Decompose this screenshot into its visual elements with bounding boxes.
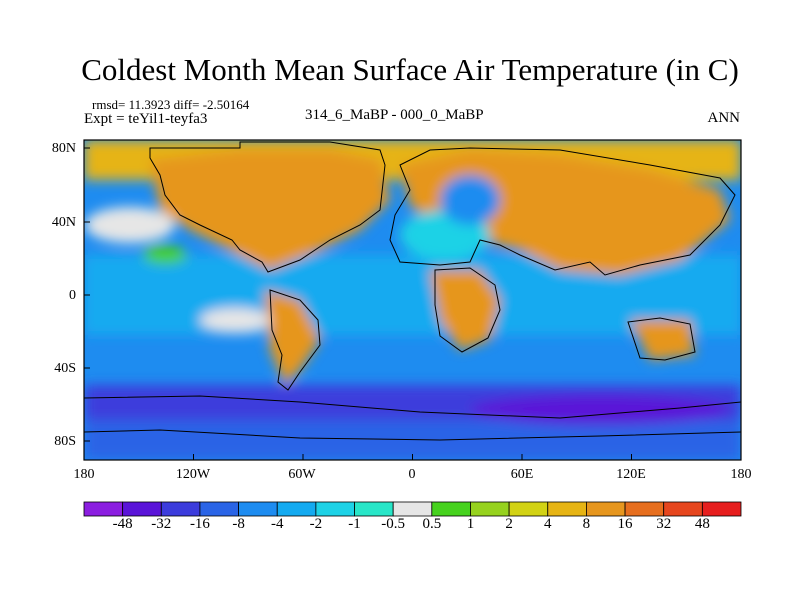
colorbar-swatch bbox=[354, 501, 394, 517]
colorbar-swatch bbox=[701, 501, 742, 517]
map-field bbox=[84, 140, 741, 460]
pale-patch-tropics bbox=[200, 308, 270, 332]
colorbar-swatch bbox=[431, 501, 471, 517]
lat-label-0: 0 bbox=[69, 288, 76, 303]
season-label: ANN bbox=[707, 110, 741, 126]
lat-label-80s: 80S bbox=[54, 434, 76, 449]
stats-label: rmsd= 11.3923 diff= -2.50164 bbox=[92, 97, 250, 112]
lat-label-80n: 80N bbox=[51, 141, 76, 156]
colorbar-swatch bbox=[586, 501, 626, 517]
colorbar-label: -16 bbox=[189, 516, 210, 532]
colorbar bbox=[83, 501, 742, 517]
colorbar-swatch bbox=[160, 501, 201, 517]
inland-sea-blue bbox=[440, 175, 500, 225]
colorbar-swatch bbox=[315, 501, 355, 517]
south-landmass-east bbox=[630, 320, 695, 360]
map-title: Coldest Month Mean Surface Air Temperatu… bbox=[81, 52, 739, 87]
lon-label-120e: 120E bbox=[616, 467, 646, 482]
lon-label-60w: 60W bbox=[288, 467, 316, 482]
colorbar-swatch bbox=[122, 501, 162, 517]
period-label: 314_6_MaBP - 000_0_MaBP bbox=[305, 107, 484, 123]
colorbar-swatch bbox=[547, 501, 587, 517]
coldest-ocean-patch bbox=[470, 395, 730, 425]
colorbar-swatch bbox=[276, 501, 317, 517]
axis-ticks bbox=[83, 147, 742, 460]
colorbar-swatch bbox=[392, 501, 433, 517]
colorbar-label: 8 bbox=[582, 516, 591, 532]
colorbar-label: -8 bbox=[232, 516, 245, 532]
colorbar-swatch bbox=[508, 501, 549, 517]
colorbar-label: -4 bbox=[270, 516, 284, 532]
lon-label-180w: 180 bbox=[73, 467, 95, 482]
coastlines bbox=[84, 141, 741, 441]
colorbar-label: 1 bbox=[466, 516, 475, 532]
colorbar-label: 0.5 bbox=[422, 516, 442, 532]
colorbar-label: -48 bbox=[112, 516, 133, 532]
coastline-south-central bbox=[434, 267, 501, 353]
coastline-north-east bbox=[389, 147, 736, 276]
colorbar-label: 2 bbox=[505, 516, 513, 532]
coastline-antarctic bbox=[84, 395, 741, 419]
lat-label-40n: 40N bbox=[51, 215, 76, 230]
coastline-south-west bbox=[269, 289, 321, 391]
lat-label-40s: 40S bbox=[54, 361, 76, 376]
colorbar-swatch bbox=[238, 501, 278, 517]
colorbar-swatch bbox=[199, 501, 239, 517]
experiment-label: Expt = teYil1-teyfa3 bbox=[84, 111, 208, 127]
temperature-field bbox=[84, 140, 741, 460]
colorbar-label: -1 bbox=[348, 516, 361, 532]
colorbar-swatch bbox=[470, 501, 510, 517]
coastline-north-west bbox=[149, 141, 386, 273]
lon-label-0: 0 bbox=[408, 467, 416, 482]
colorbar-label: 32 bbox=[656, 516, 672, 532]
green-patch bbox=[143, 246, 187, 264]
colorbar-swatch bbox=[624, 501, 665, 517]
colorbar-swatch bbox=[83, 501, 124, 517]
colorbar-label: 16 bbox=[617, 516, 633, 532]
colorbar-swatch bbox=[663, 501, 703, 517]
colorbar-label: 4 bbox=[544, 516, 552, 532]
colorbar-label: -0.5 bbox=[381, 516, 406, 532]
pale-patch-northwest bbox=[85, 207, 175, 243]
colorbar-label: -32 bbox=[151, 516, 172, 532]
lon-label-60e: 60E bbox=[510, 467, 534, 482]
coastline-antarctic-inner bbox=[84, 429, 741, 441]
south-landmass-west bbox=[265, 290, 320, 385]
lon-label-180e: 180 bbox=[730, 467, 752, 482]
colorbar-label: -2 bbox=[309, 516, 323, 532]
coastline-south-east bbox=[627, 317, 696, 361]
colorbar-label: 48 bbox=[694, 516, 710, 532]
south-landmass-central bbox=[430, 270, 500, 350]
lon-label-120w: 120W bbox=[175, 467, 211, 482]
